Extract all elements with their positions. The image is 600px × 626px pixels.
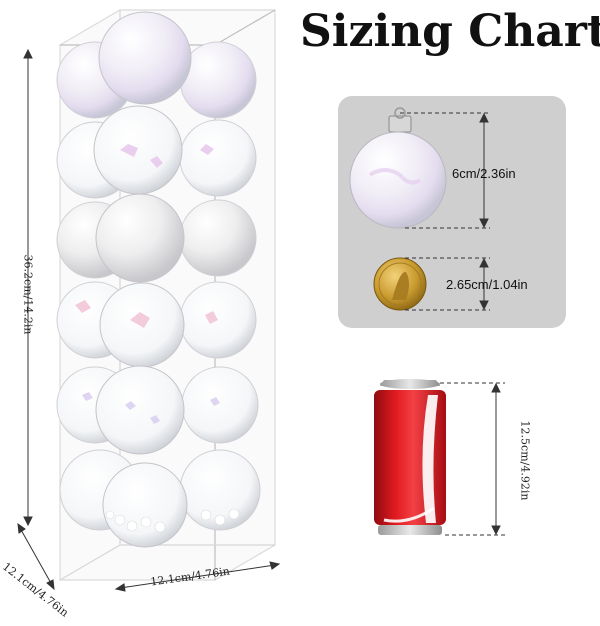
size-comparison-graphics [349, 107, 505, 536]
ornament-stack [56, 11, 261, 548]
soda-can-sample [374, 379, 446, 535]
page-title: Sizing Chart [300, 6, 600, 57]
ornament-sample [349, 107, 447, 229]
coin-diameter-label: 2.65cm/1.04in [446, 277, 528, 292]
can-height-label: 12.5cm/4.92in [518, 420, 532, 501]
ornament-diameter-label: 6cm/2.36in [452, 166, 516, 181]
box-height-label: 36.2cm/14.2in [21, 254, 35, 335]
product-illustration [17, 9, 281, 592]
coin-sample [373, 257, 427, 311]
